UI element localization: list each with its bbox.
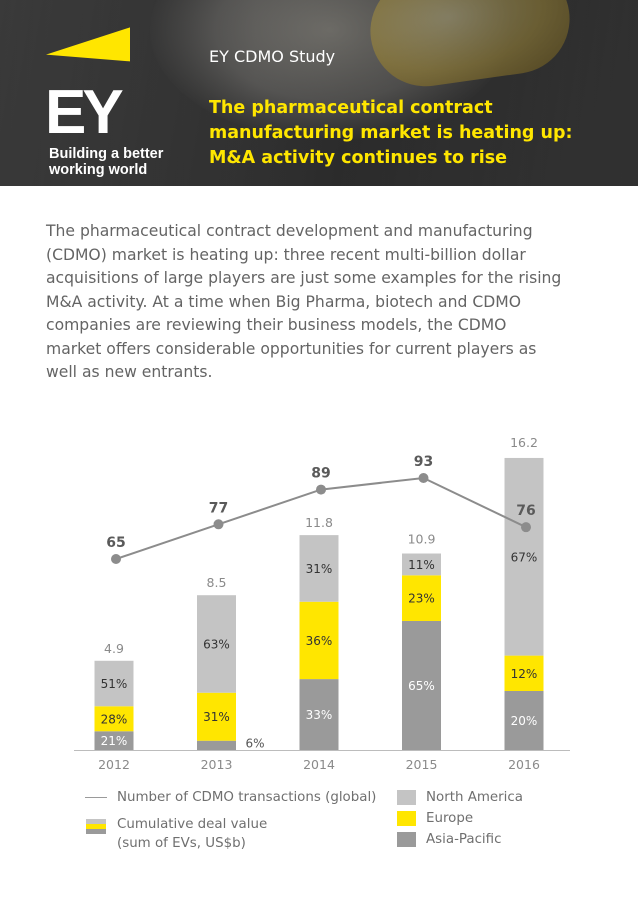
bar-label-asia-pacific-2012: 21% xyxy=(101,734,128,748)
legend-label-north-america: North America xyxy=(426,790,523,805)
bar-label-north-america-2014: 31% xyxy=(306,562,333,576)
total-label-2013: 8.5 xyxy=(207,575,227,590)
study-kicker: EY CDMO Study xyxy=(209,47,336,66)
x-tick-label-2012: 2012 xyxy=(98,757,130,772)
bar-asia-pacific-2013 xyxy=(197,740,236,750)
bar-label-europe-2012: 28% xyxy=(101,712,128,726)
total-label-2012: 4.9 xyxy=(104,641,124,656)
bar-europe-2015 xyxy=(402,575,441,621)
bar-label-north-america-2013: 63% xyxy=(203,637,230,651)
total-label-2015: 10.9 xyxy=(408,532,436,547)
ey-logo: EY xyxy=(45,78,124,147)
transactions-point-2016 xyxy=(521,522,531,533)
legend-swatch-north-america xyxy=(397,790,416,805)
legend-line-label: Number of CDMO transactions (global) xyxy=(117,790,377,805)
transactions-label-2012: 65 xyxy=(106,535,125,551)
x-tick-label-2013: 2013 xyxy=(201,757,233,772)
bar-europe-2012 xyxy=(94,706,134,732)
transactions-label-2015: 93 xyxy=(414,454,433,470)
bar-label-north-america-2015: 11% xyxy=(408,558,435,572)
transactions-point-2015 xyxy=(418,473,429,483)
legend-bar-label: Cumulative deal value (sum of EVs, US$b) xyxy=(117,817,268,851)
legend-swatch-europe xyxy=(397,811,416,826)
transactions-point-2013 xyxy=(213,519,224,530)
bar-label-europe-2016: 12% xyxy=(511,667,538,681)
bar-label-asia-pacific-2016: 20% xyxy=(511,714,538,728)
bar-label-north-america-2016: 67% xyxy=(511,550,538,564)
bar-north-america-2012 xyxy=(94,660,134,707)
bar-europe-2013 xyxy=(197,692,236,741)
x-tick-label-2016: 2016 xyxy=(508,757,540,772)
bar-north-america-2014 xyxy=(299,535,339,602)
bar-label-europe-2014: 36% xyxy=(306,634,333,648)
bar-label-north-america-2012: 51% xyxy=(101,677,128,691)
bar-asia-pacific-2012 xyxy=(94,731,134,750)
bar-label-europe-2013: 31% xyxy=(203,710,230,724)
total-label-2014: 11.8 xyxy=(305,515,333,530)
bar-label-europe-2015: 23% xyxy=(408,592,435,606)
bar-north-america-2013 xyxy=(197,595,236,693)
legend-line-swatch xyxy=(85,797,107,798)
total-label-2016: 16.2 xyxy=(510,435,538,450)
bar-asia-pacific-2014 xyxy=(299,679,339,750)
legend-label-europe: Europe xyxy=(426,811,474,826)
transactions-point-2014 xyxy=(316,484,326,495)
bar-europe-2014 xyxy=(299,601,339,680)
bar-north-america-2016 xyxy=(504,457,544,656)
ey-logo-tagline: Building a better working world xyxy=(49,146,164,178)
x-tick-label-2014: 2014 xyxy=(303,757,335,772)
page-headline: The pharmaceutical contract manufacturin… xyxy=(209,98,573,168)
bar-europe-2016 xyxy=(504,655,544,691)
bar-label-asia-pacific-2015: 65% xyxy=(408,679,435,693)
transactions-point-2012 xyxy=(111,554,121,564)
legend-label-asia-pacific: Asia-Pacific xyxy=(426,832,502,847)
bar-asia-pacific-2016 xyxy=(504,691,544,750)
transactions-label-2014: 89 xyxy=(311,466,330,482)
bar-label-asia-pacific-2013: 6% xyxy=(245,736,264,750)
transactions-label-2016: 76 xyxy=(516,503,535,519)
bar-label-asia-pacific-2014: 33% xyxy=(306,708,333,722)
bar-asia-pacific-2015 xyxy=(402,620,441,750)
header-banner: EY Building a better working world EY CD… xyxy=(0,0,638,186)
bar-north-america-2015 xyxy=(402,553,441,576)
cdmo-chart: 21% 28% 51% 4.9 2012 6% 31% 63% 8.5 2013 33% 36% 31%… xyxy=(74,435,570,772)
intro-paragraph: The pharmaceutical contract development … xyxy=(46,222,562,381)
legend-swatch-asia-pacific xyxy=(397,832,416,847)
x-tick-label-2015: 2015 xyxy=(406,757,438,772)
transactions-label-2013: 77 xyxy=(209,500,228,516)
legend-bar-swatch xyxy=(86,819,106,834)
